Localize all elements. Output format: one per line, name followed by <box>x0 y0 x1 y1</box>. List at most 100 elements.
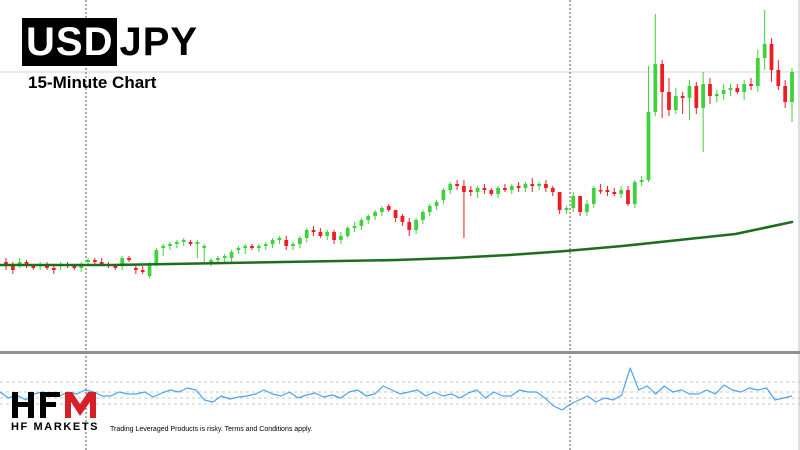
candle-body <box>619 190 624 194</box>
candle <box>462 180 466 238</box>
candle <box>721 84 726 100</box>
candle <box>468 186 473 196</box>
candle <box>168 242 172 250</box>
candle <box>120 256 125 270</box>
candle <box>605 186 610 196</box>
candle <box>749 78 753 90</box>
candle <box>298 236 302 248</box>
candle <box>332 230 336 244</box>
candle <box>17 258 22 268</box>
candle-body <box>462 186 466 192</box>
candle <box>366 214 371 224</box>
candle <box>263 242 268 250</box>
candle <box>673 88 678 114</box>
candle <box>653 14 658 116</box>
candle <box>667 78 671 116</box>
candle <box>523 182 528 192</box>
candle-body <box>127 258 131 260</box>
candle-body <box>263 244 268 246</box>
candle <box>161 244 166 256</box>
candle <box>236 246 241 254</box>
candle-body <box>434 202 439 206</box>
candle-body <box>222 256 227 258</box>
candle <box>632 180 637 208</box>
candle <box>646 66 651 182</box>
candle-body <box>790 72 794 102</box>
candle <box>325 230 330 240</box>
candle-body <box>332 232 336 240</box>
candle-body <box>755 58 760 86</box>
candle <box>345 226 350 238</box>
candle-body <box>673 96 678 110</box>
candle <box>571 192 576 212</box>
candle-body <box>99 262 104 264</box>
candle-body <box>530 184 535 186</box>
candle-body <box>735 88 740 92</box>
candle <box>140 266 145 274</box>
candle <box>181 238 186 246</box>
candle-body <box>113 266 118 268</box>
candle-body <box>714 94 719 96</box>
candle-body <box>209 260 213 262</box>
candle <box>421 210 425 224</box>
candle-body <box>475 188 480 192</box>
candle-body <box>667 92 671 110</box>
candle-body <box>523 184 528 188</box>
candle-body <box>414 220 418 230</box>
candle <box>591 186 596 208</box>
candle <box>537 182 541 190</box>
candle <box>400 214 405 226</box>
candle-body <box>503 188 507 190</box>
candle-body <box>482 188 487 190</box>
candle-body <box>591 188 596 204</box>
candle-body <box>639 180 644 182</box>
candle-body <box>441 190 446 200</box>
candle-body <box>10 266 15 270</box>
candle-body <box>92 260 97 262</box>
candle-body <box>284 240 289 246</box>
candle-body <box>400 216 405 222</box>
candle-body <box>598 190 603 192</box>
candle <box>386 204 391 212</box>
candle-body <box>140 270 145 272</box>
hfm-logo-h-bar <box>12 402 34 407</box>
candle-body <box>373 212 377 216</box>
candle-body <box>318 232 323 236</box>
candle <box>687 80 692 120</box>
candle-body <box>181 240 186 242</box>
candle-body <box>188 242 193 244</box>
hfm-logo-m <box>65 392 96 418</box>
candle-body <box>694 86 699 108</box>
candle <box>728 84 733 96</box>
candle-body <box>161 246 166 248</box>
candle-body <box>407 222 412 230</box>
symbol-title-highlight: USD <box>22 18 118 66</box>
candle-body <box>585 204 589 212</box>
candle-body <box>202 246 207 248</box>
candle-body <box>154 250 159 264</box>
candle-body <box>550 188 555 192</box>
candle <box>790 68 794 122</box>
candle-body <box>783 86 788 102</box>
candle-body <box>564 208 569 210</box>
candle <box>680 92 685 114</box>
candle-body <box>195 242 200 244</box>
candle-body <box>605 190 610 192</box>
candle-body <box>229 252 234 258</box>
candle <box>516 182 521 192</box>
candle-body <box>509 186 514 190</box>
oscillator-line <box>0 367 793 411</box>
candle <box>427 204 432 216</box>
candle <box>359 218 364 230</box>
candle <box>92 258 97 264</box>
candle <box>496 186 500 198</box>
hfm-logo <box>12 392 96 418</box>
candle-body <box>325 232 330 236</box>
candle-body <box>168 244 172 246</box>
candle <box>735 84 740 94</box>
candle-body <box>721 90 726 94</box>
candle <box>407 218 412 236</box>
candle-body <box>448 184 453 190</box>
candle-body <box>660 64 665 92</box>
candle-body <box>612 192 617 194</box>
